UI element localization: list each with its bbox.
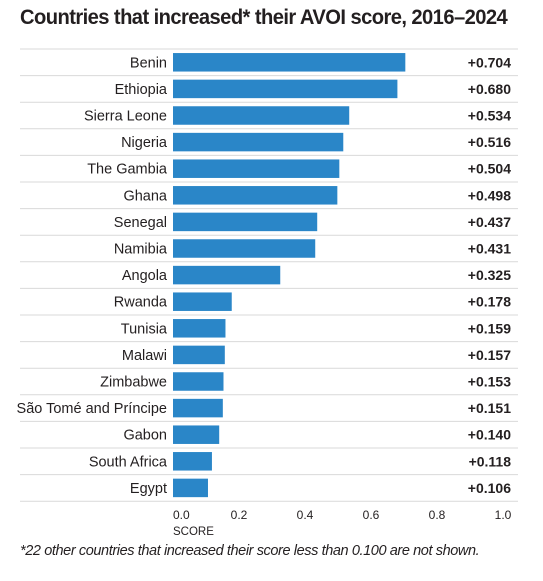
category-label: Tunisia (121, 321, 168, 337)
value-label: +0.516 (468, 134, 511, 150)
category-label: Sierra Leone (84, 109, 167, 125)
category-label: Nigeria (121, 135, 168, 151)
bar (173, 398, 223, 418)
bar (173, 212, 318, 232)
value-label: +0.118 (469, 453, 512, 469)
footnote: *22 other countries that increased their… (20, 543, 480, 559)
value-label: +0.437 (468, 214, 511, 230)
value-label: +0.325 (468, 267, 511, 283)
category-label: South Africa (89, 454, 168, 470)
bar (173, 239, 316, 258)
bar (173, 478, 208, 498)
category-label: The Gambia (87, 162, 168, 178)
bar (173, 265, 281, 285)
value-label: +0.704 (468, 54, 511, 70)
value-label: +0.534 (468, 108, 511, 124)
x-tick-label: 1.0 (495, 508, 512, 522)
x-tick-label: 0.8 (429, 508, 446, 522)
category-label: Malawi (122, 348, 167, 364)
category-label: Rwanda (114, 295, 168, 311)
x-tick-label: 0.0 (173, 508, 190, 522)
category-labels: Benin Ethiopia Sierra Leone Nigeria The Gamb… (17, 55, 168, 497)
category-label: Angola (122, 268, 168, 284)
value-label: +0.140 (468, 427, 511, 443)
value-label: +0.153 (468, 374, 511, 390)
bar (173, 159, 340, 178)
bar (173, 106, 350, 125)
bar (173, 425, 220, 444)
category-label: Egypt (130, 481, 167, 497)
value-label: +0.151 (468, 400, 511, 416)
bar (173, 53, 406, 72)
value-label: +0.504 (468, 161, 511, 177)
bar (173, 372, 224, 391)
chart-title: Countries that increased* their AVOI sco… (20, 6, 508, 29)
value-label: +0.498 (468, 187, 511, 203)
value-label: +0.178 (468, 294, 511, 310)
category-label: Namibia (114, 242, 168, 258)
value-label: +0.157 (468, 347, 511, 363)
bar (173, 79, 398, 99)
x-tick-label: 0.6 (363, 508, 380, 522)
bar-chart: Benin Ethiopia Sierra Leone Nigeria The Gamb… (17, 48, 518, 538)
category-label: Zimbabwe (100, 375, 167, 391)
category-label: Senegal (114, 215, 167, 231)
category-label: Ethiopia (115, 82, 168, 98)
value-labels: +0.704 +0.680 +0.534 +0.516 +0.504 +0.498 +0.4… (468, 54, 511, 496)
bar (173, 186, 338, 205)
bar (173, 452, 212, 471)
bar (173, 345, 225, 365)
value-label: +0.680 (468, 81, 511, 97)
grid-lines (20, 48, 518, 502)
x-tick-label: 0.4 (297, 508, 314, 522)
category-label: São Tomé and Príncipe (17, 401, 167, 417)
bar (173, 319, 226, 338)
category-label: Ghana (123, 188, 167, 204)
value-label: +0.106 (468, 480, 511, 496)
bar (173, 292, 232, 311)
category-label: Benin (130, 55, 167, 71)
value-label: +0.431 (468, 241, 511, 257)
x-axis-label: SCORE (173, 526, 214, 538)
category-label: Gabon (123, 428, 167, 444)
value-label: +0.159 (468, 320, 511, 336)
bar (173, 132, 344, 152)
bars (173, 53, 406, 498)
x-axis-ticks: 0.0 0.2 0.4 0.6 0.8 1.0 (173, 508, 512, 522)
x-tick-label: 0.2 (231, 508, 248, 522)
